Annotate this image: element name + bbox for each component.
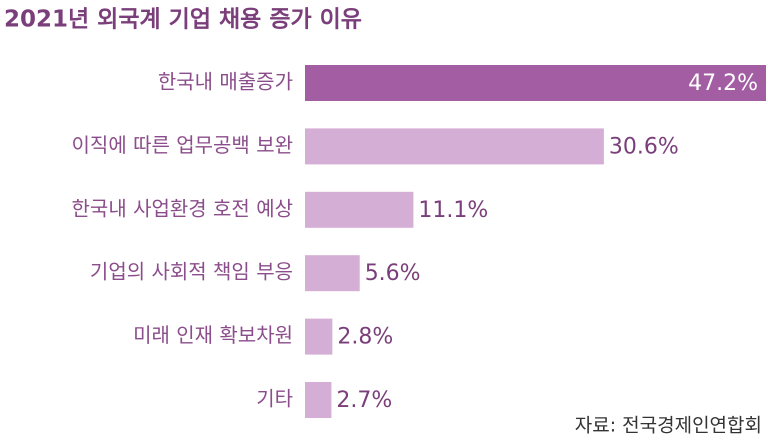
- bar: [305, 382, 332, 418]
- value-label: 2.7%: [336, 388, 392, 413]
- bar: [305, 318, 333, 355]
- category-label: 한국내 사업환경 호전 예상: [72, 196, 293, 220]
- category-label: 기타: [256, 387, 293, 411]
- bar: [305, 255, 360, 292]
- category-label: 이직에 따른 업무공백 보완: [72, 133, 293, 157]
- category-label: 기업의 사회적 책임 부응: [90, 260, 293, 284]
- chart-title: 2021년 외국계 기업 채용 증가 이유: [4, 7, 362, 33]
- value-label: 2.8%: [337, 325, 393, 350]
- category-label: 한국내 매출증가: [158, 70, 293, 94]
- value-label: 11.1%: [418, 198, 488, 223]
- value-label: 30.6%: [609, 134, 679, 159]
- value-label: 5.6%: [365, 261, 421, 286]
- value-label: 47.2%: [688, 71, 758, 96]
- source-note: 자료: 전국경제인연합회: [575, 415, 762, 437]
- bar: [305, 65, 766, 101]
- bar: [305, 128, 604, 165]
- category-label: 미래 인재 확보차원: [133, 323, 293, 347]
- bar: [305, 191, 414, 228]
